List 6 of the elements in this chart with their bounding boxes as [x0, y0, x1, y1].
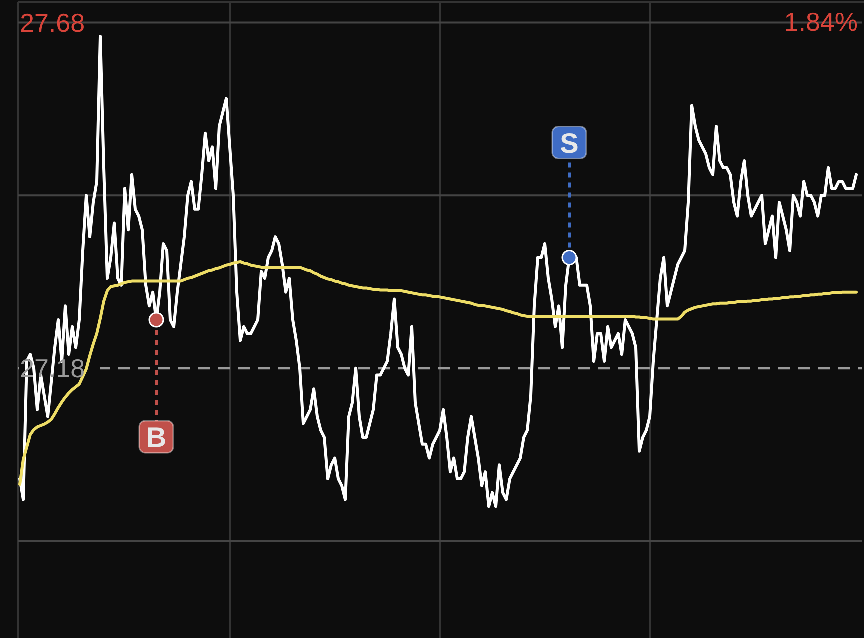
line-series	[18, 35, 858, 508]
text: S	[560, 128, 579, 159]
line-series	[18, 260, 858, 486]
y-tick-label: 27.68	[20, 8, 86, 38]
annotation: 1.84%	[784, 7, 858, 38]
text: B	[146, 422, 167, 453]
